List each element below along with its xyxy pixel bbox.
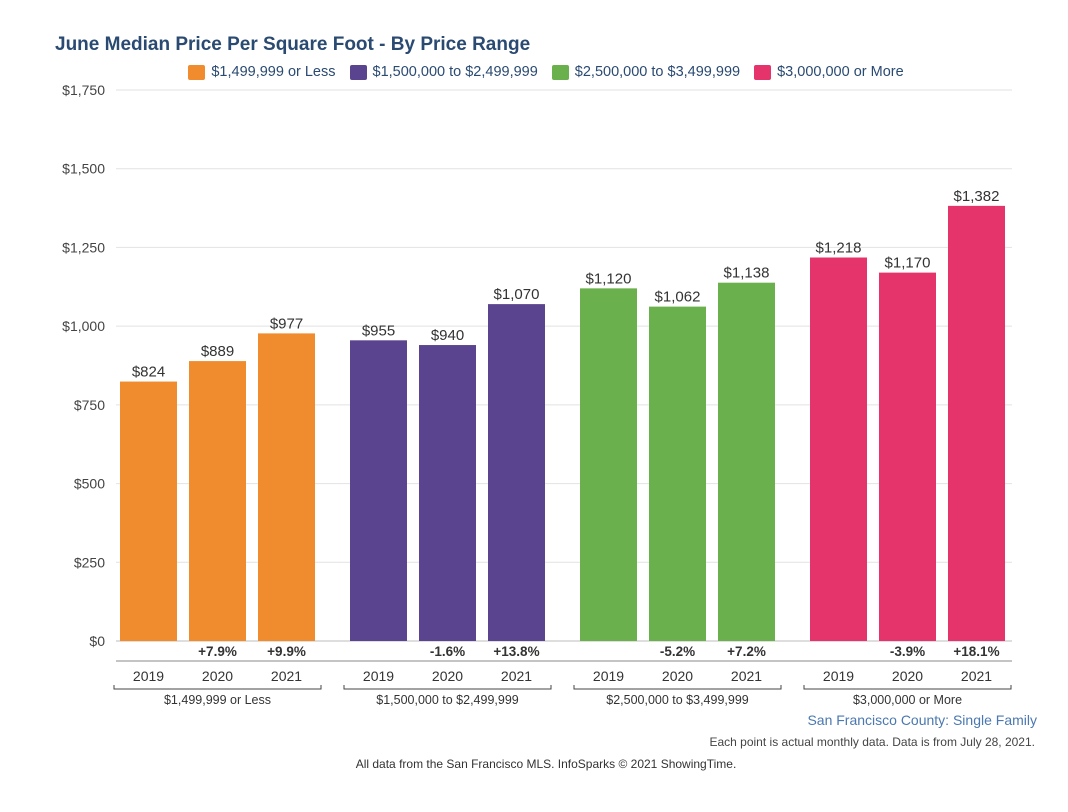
legend-item[interactable]: $1,499,999 or Less <box>188 64 336 80</box>
bar <box>189 361 246 641</box>
y-tick-label: $1,250 <box>62 239 105 255</box>
group-label: $2,500,000 to $3,499,999 <box>606 693 749 707</box>
x-tick-label: 2020 <box>662 668 693 684</box>
legend-item[interactable]: $3,000,000 or More <box>754 64 904 80</box>
group-bracket <box>113 685 322 690</box>
change-percent-label: +13.8% <box>493 644 539 659</box>
change-percent-label: -3.9% <box>890 644 925 659</box>
data-note: Each point is actual monthly data. Data … <box>709 735 1035 749</box>
bar-value-label: $1,138 <box>724 265 770 282</box>
x-tick-label: 2020 <box>892 668 923 684</box>
y-tick-label: $750 <box>74 397 105 413</box>
change-percent-label: +9.9% <box>267 644 306 659</box>
group-label: $1,500,000 to $2,499,999 <box>376 693 519 707</box>
y-tick-label: $1,000 <box>62 318 105 334</box>
bar <box>948 205 1005 641</box>
chart-title: June Median Price Per Square Foot - By P… <box>55 34 531 55</box>
legend-swatch <box>754 64 772 80</box>
x-tick-label: 2020 <box>202 668 233 684</box>
source-credit: All data from the San Francisco MLS. Inf… <box>355 757 737 771</box>
legend-label: $1,499,999 or Less <box>211 64 336 80</box>
y-tick-label: $1,500 <box>62 161 105 177</box>
region-label: San Francisco County: Single Family <box>807 712 1037 728</box>
x-tick-label: 2019 <box>363 668 394 684</box>
bar <box>120 381 177 641</box>
bar <box>718 282 775 641</box>
bar-value-label: $1,218 <box>816 240 862 257</box>
bar-value-label: $1,070 <box>494 286 540 303</box>
y-tick-label: $500 <box>74 476 105 492</box>
legend-swatch <box>349 64 367 80</box>
chart-legend: $1,499,999 or Less $1,500,000 to $2,499,9… <box>0 61 1068 83</box>
group-label: $1,499,999 or Less <box>164 693 271 707</box>
bar <box>350 340 407 641</box>
bar-value-label: $1,382 <box>954 188 1000 205</box>
legend-label: $1,500,000 to $2,499,999 <box>372 64 538 80</box>
legend-label: $2,500,000 to $3,499,999 <box>574 64 741 80</box>
bar <box>258 333 315 641</box>
group-bracket <box>803 685 1012 690</box>
x-tick-label: 2021 <box>731 668 762 684</box>
x-tick-label: 2019 <box>133 668 164 684</box>
y-tick-label: $1,750 <box>62 82 105 98</box>
x-tick-label: 2020 <box>432 668 463 684</box>
bar-value-label: $1,062 <box>655 289 701 306</box>
x-tick-label: 2019 <box>593 668 624 684</box>
x-tick-label: 2021 <box>961 668 992 684</box>
change-percent-label: -5.2% <box>660 644 695 659</box>
y-tick-label: $0 <box>89 633 105 649</box>
bar-value-label: $940 <box>431 327 464 344</box>
change-percent-label: +18.1% <box>953 644 999 659</box>
bar-value-label: $824 <box>132 364 165 381</box>
bar-chart-plot: $0 $250 $500 $750 $1,000 $1,250 $1,500 $1,750 $8… <box>62 82 1012 707</box>
change-percent-label: +7.2% <box>727 644 766 659</box>
legend-swatch <box>188 64 206 80</box>
group-bracket <box>343 685 552 690</box>
bar <box>488 304 545 641</box>
group-label: $3,000,000 or More <box>853 693 962 707</box>
bar-value-label: $955 <box>362 322 395 339</box>
x-tick-label: 2019 <box>823 668 854 684</box>
legend-item[interactable]: $2,500,000 to $3,499,999 <box>551 64 741 80</box>
bar-value-label: $1,120 <box>586 270 632 287</box>
legend-item[interactable]: $1,500,000 to $2,499,999 <box>349 64 538 80</box>
bar <box>879 272 936 641</box>
change-percent-label: +7.9% <box>198 644 237 659</box>
bar <box>649 306 706 641</box>
legend-swatch <box>551 64 569 80</box>
x-tick-label: 2021 <box>501 668 532 684</box>
bar-value-label: $977 <box>270 315 303 332</box>
bar-value-label: $1,170 <box>885 255 931 272</box>
group-bracket <box>573 685 782 690</box>
legend-label: $3,000,000 or More <box>777 64 904 80</box>
bar <box>580 288 637 641</box>
y-tick-label: $250 <box>74 554 105 570</box>
x-tick-label: 2021 <box>271 668 302 684</box>
bar-value-label: $889 <box>201 343 234 360</box>
bar <box>419 345 476 641</box>
change-percent-label: -1.6% <box>430 644 465 659</box>
bar <box>810 257 867 641</box>
